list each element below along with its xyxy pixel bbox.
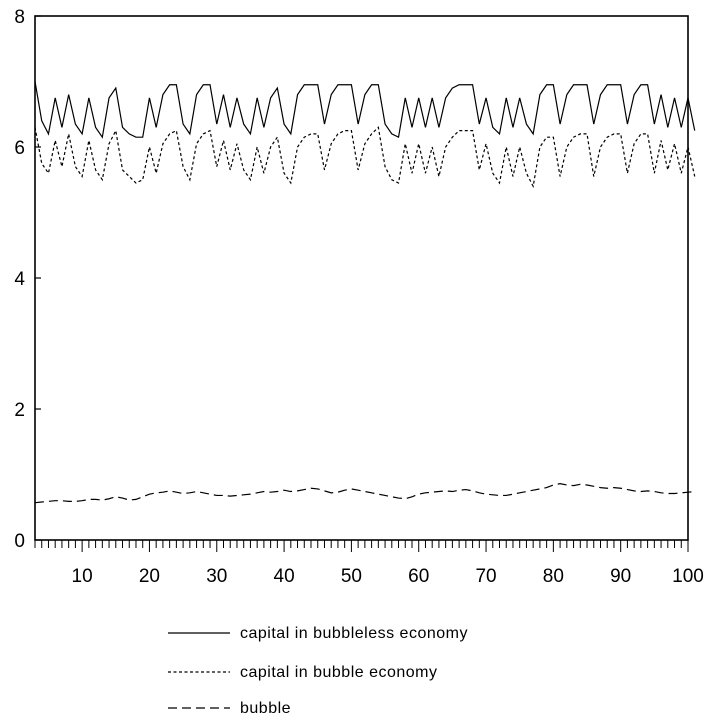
x-tick-label: 70 <box>475 566 496 587</box>
x-tick-label: 100 <box>672 566 704 587</box>
x-tick-label: 90 <box>610 566 631 587</box>
legend-label: capital in bubbleless economy <box>240 625 468 642</box>
x-tick-label: 50 <box>341 566 362 587</box>
y-axis: 0 2 4 6 8 <box>14 7 41 552</box>
legend-label: capital in bubble economy <box>240 664 438 681</box>
series-layer <box>34 81 696 504</box>
series-line-capital-in-bubbleless-economy <box>34 81 696 139</box>
x-tick-label: 60 <box>408 566 429 587</box>
series-line-capital-in-bubble-economy <box>34 126 696 189</box>
y-tick-label: 2 <box>14 400 25 421</box>
y-tick-label: 6 <box>14 138 25 159</box>
x-tick-label: 20 <box>139 566 160 587</box>
y-tick-label: 4 <box>14 269 25 290</box>
legend: capital in bubbleless economy capital in … <box>168 625 468 717</box>
x-tick-label: 80 <box>543 566 564 587</box>
legend-label: bubble <box>240 700 291 717</box>
y-tick-label: 8 <box>14 7 25 28</box>
x-axis: 10 20 30 40 50 60 70 80 90 100 <box>34 540 704 587</box>
plot-frame <box>34 15 689 541</box>
x-tick-label: 30 <box>206 566 227 587</box>
x-tick-label: 10 <box>72 566 93 587</box>
series-line-bubble <box>34 483 695 504</box>
x-tick-label: 40 <box>274 566 295 587</box>
y-tick-label: 0 <box>14 531 25 552</box>
